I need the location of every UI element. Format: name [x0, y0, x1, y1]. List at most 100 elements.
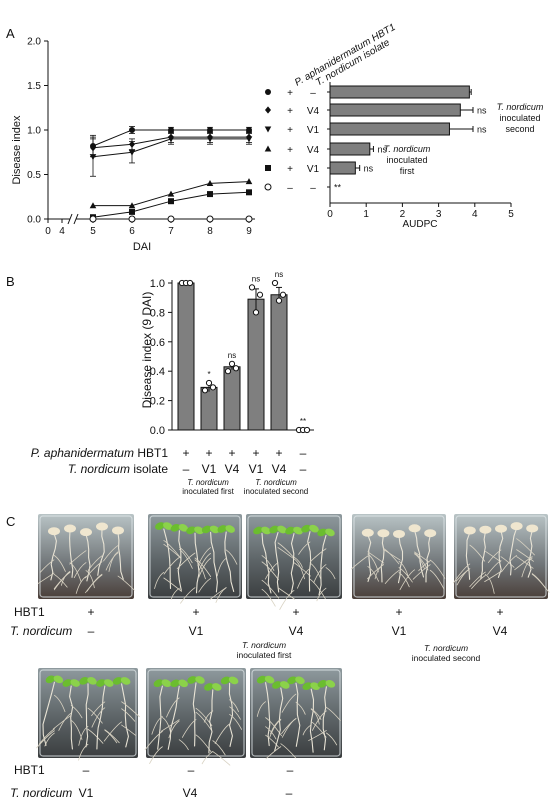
group-first-2: inoculated first	[182, 487, 234, 496]
bar-b-point	[232, 365, 240, 372]
lateral-root	[280, 743, 297, 759]
root	[425, 534, 431, 583]
c-row1-hbt1-value: +	[395, 605, 402, 619]
photo-background	[38, 668, 138, 758]
lateral-root	[104, 729, 118, 744]
data-point	[128, 149, 136, 156]
seedling-photo	[37, 514, 135, 599]
lateral-root	[399, 569, 415, 591]
audpc-row-marker	[264, 145, 272, 152]
lateral-root	[261, 561, 279, 581]
x-tick-label: 4	[59, 226, 65, 237]
dish-edge	[353, 515, 445, 598]
bar-b-row1-value: +	[205, 446, 212, 460]
bar-b-row1-value: +	[252, 446, 259, 460]
lateral-root	[367, 566, 379, 582]
c-group-second-1: T. nordicum	[424, 643, 468, 653]
c-row1-tn-value: V1	[392, 624, 407, 638]
bar-b-point	[224, 368, 232, 375]
cotyledon	[317, 528, 327, 537]
audpc-row-pathogen: +	[287, 106, 293, 117]
annotation-first-2: inoculated	[386, 155, 427, 165]
row1-label: P. aphanidermatum HBT1	[31, 446, 169, 460]
cotyledon	[277, 525, 287, 534]
lateral-root	[87, 555, 103, 571]
lateral-root	[144, 730, 163, 751]
bar-b-row2-value: V1	[202, 462, 217, 476]
lateral-root	[178, 739, 189, 751]
cotyledon	[269, 525, 279, 534]
lateral-root	[163, 543, 181, 559]
cotyledon	[204, 683, 214, 691]
x-tick-label: 9	[246, 226, 252, 237]
bar-b-sig: *	[207, 370, 210, 379]
lateral-root	[500, 556, 515, 568]
lateral-root	[212, 740, 226, 756]
disease-index-bar-chart: 0.0 0.2 0.4 0.6 0.8 1.0 * ns ns ns **	[150, 270, 314, 437]
lateral-root	[87, 728, 104, 744]
root	[480, 531, 486, 580]
group-first-1: T. nordicum	[187, 478, 229, 487]
lateral-root	[264, 562, 279, 580]
cotyledon	[261, 526, 271, 535]
lateral-root	[313, 564, 327, 584]
data-point	[128, 202, 136, 209]
lateral-root	[293, 556, 303, 568]
data-point	[207, 191, 213, 198]
lateral-root	[53, 554, 66, 572]
cotyledon	[301, 524, 311, 533]
lateral-root	[181, 719, 197, 738]
lateral-root	[384, 570, 400, 584]
seed	[526, 524, 539, 533]
cotyledon	[153, 679, 164, 687]
audpc-sig: ns	[477, 106, 487, 116]
root	[50, 532, 57, 581]
cotyledon	[79, 677, 89, 685]
cotyledon	[280, 681, 290, 689]
root	[322, 686, 327, 751]
cotyledon	[325, 528, 335, 537]
panel-label-a: A	[6, 26, 15, 41]
root	[414, 529, 425, 578]
lateral-root	[170, 587, 180, 600]
lateral-root	[312, 710, 327, 731]
y-tick-label: 1.0	[27, 126, 41, 137]
seed	[393, 529, 405, 538]
lateral-root	[36, 730, 55, 749]
group-second-1: T. nordicum	[255, 478, 297, 487]
axis-break-mark	[73, 213, 79, 225]
lateral-root	[484, 570, 502, 583]
audpc-x-tick-label: 5	[508, 209, 514, 220]
bar-b-point	[256, 291, 264, 298]
lateral-root	[108, 551, 119, 572]
bar-b-y-tick-label: 0.0	[150, 425, 165, 437]
seedling-photo	[351, 514, 446, 599]
audpc-row-isolate: –	[310, 88, 316, 99]
bar-b-point	[271, 279, 279, 287]
root	[318, 534, 327, 596]
seedling-photo	[144, 668, 246, 766]
lateral-root	[103, 721, 122, 742]
root	[465, 531, 471, 580]
seed	[510, 522, 523, 531]
annotation-second-3: second	[505, 124, 534, 134]
lateral-root	[277, 547, 295, 560]
audpc-bar	[329, 103, 461, 117]
dish-edge	[39, 669, 137, 757]
lateral-root	[516, 549, 534, 562]
data-point	[89, 202, 97, 209]
bar-b-y-tick-label: 0.2	[150, 396, 165, 408]
bar-b-bar	[247, 298, 265, 431]
lateral-root	[326, 732, 338, 746]
data-point	[206, 215, 214, 223]
lateral-root	[154, 571, 165, 589]
audpc-row-isolate: V1	[307, 125, 320, 136]
root	[380, 534, 385, 583]
cotyledon	[256, 675, 267, 684]
lateral-root	[302, 724, 312, 736]
lateral-root	[277, 587, 296, 600]
seedling-photo	[246, 514, 342, 610]
audpc-bar-chart: 0 1 2 3 4 5 + – + V4 ns + V1 ns + V4 ns + V1 ns – – **	[264, 82, 514, 220]
cotyledon	[295, 676, 305, 685]
cotyledon	[195, 676, 205, 684]
